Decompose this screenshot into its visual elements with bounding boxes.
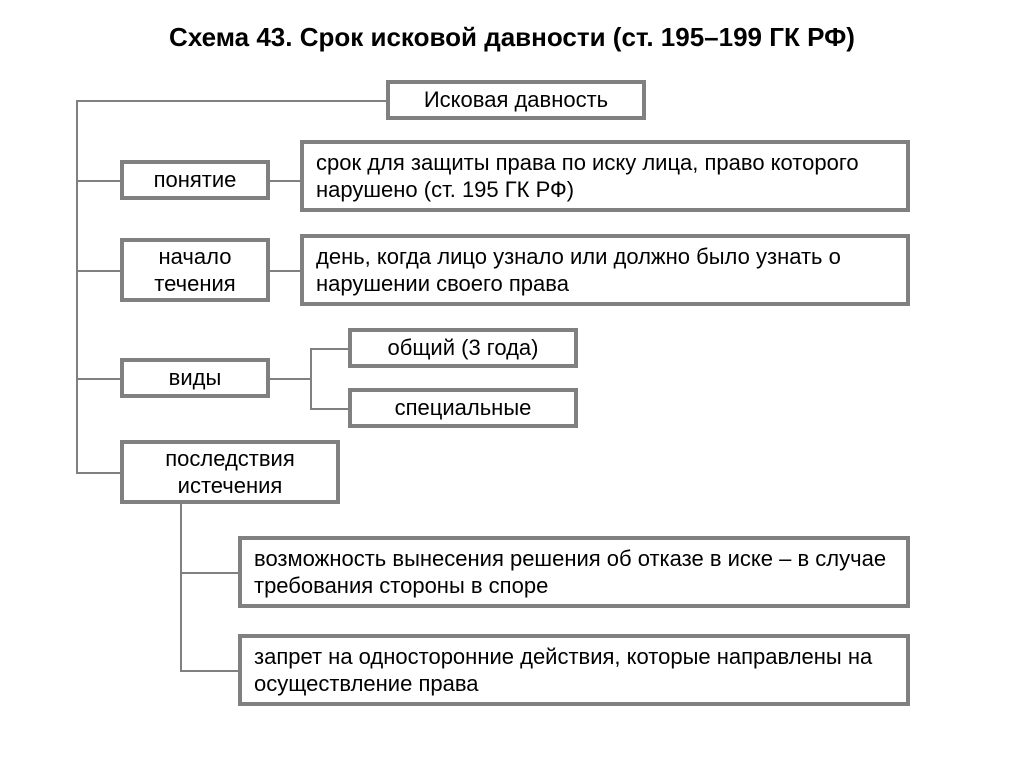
connector-line bbox=[180, 670, 238, 672]
connector-line bbox=[76, 270, 120, 272]
node-b3_label: виды bbox=[120, 358, 270, 398]
connector-line bbox=[310, 408, 348, 410]
node-b4_label: последствия истечения bbox=[120, 440, 340, 504]
diagram-title: Схема 43. Срок исковой давности (ст. 195… bbox=[80, 22, 944, 53]
connector-line bbox=[76, 180, 120, 182]
node-b2_desc: день, когда лицо узнало или должно было … bbox=[300, 234, 910, 306]
connector-line bbox=[310, 348, 348, 350]
connector-line bbox=[76, 100, 78, 472]
node-b4_desc2: запрет на односторонние действия, которы… bbox=[238, 634, 910, 706]
node-b4_desc1: возможность вынесения решения об отказе … bbox=[238, 536, 910, 608]
connector-line bbox=[180, 504, 182, 670]
connector-line bbox=[180, 572, 238, 574]
node-b1_desc: срок для защиты права по иску лица, прав… bbox=[300, 140, 910, 212]
connector-line bbox=[76, 100, 386, 102]
connector-line bbox=[76, 378, 120, 380]
node-root: Исковая давность bbox=[386, 80, 646, 120]
node-b3_opt2: специальные bbox=[348, 388, 578, 428]
connector-line bbox=[310, 348, 312, 408]
node-b3_opt1: общий (3 года) bbox=[348, 328, 578, 368]
connector-line bbox=[270, 180, 300, 182]
connector-line bbox=[270, 378, 310, 380]
node-b2_label: начало течения bbox=[120, 238, 270, 302]
connector-line bbox=[270, 270, 300, 272]
connector-line bbox=[76, 472, 120, 474]
node-b1_label: понятие bbox=[120, 160, 270, 200]
